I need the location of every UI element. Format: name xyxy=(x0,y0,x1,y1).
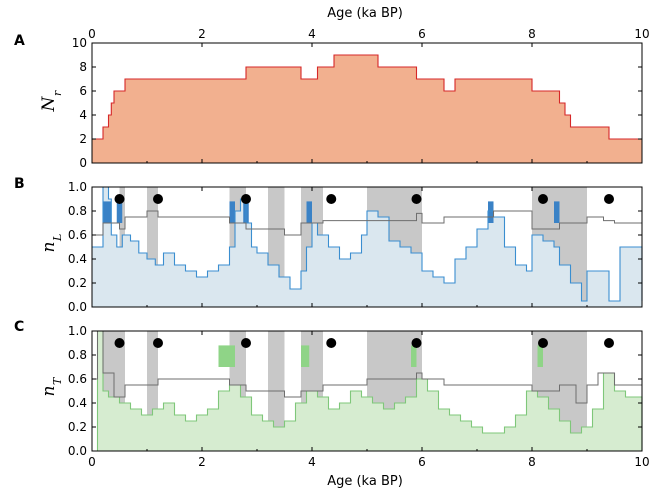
top-x-tick-label: 8 xyxy=(528,27,536,41)
highlight-block-0 xyxy=(103,201,112,223)
svg-text:T: T xyxy=(51,376,64,385)
x-tick-label: 8 xyxy=(528,455,536,469)
y-tick-label: 1.0 xyxy=(68,324,87,338)
top-x-tick-label: 10 xyxy=(634,27,649,41)
x-tick-label: 4 xyxy=(308,455,316,469)
event-dot-2 xyxy=(241,194,251,204)
event-dot-0 xyxy=(114,194,125,204)
y-tick-label: 0.4 xyxy=(68,396,87,410)
data-area xyxy=(92,55,642,163)
event-dot-3 xyxy=(326,338,337,348)
svg-text:n: n xyxy=(39,242,59,253)
svg-text:L: L xyxy=(51,234,64,242)
highlight-block-2 xyxy=(229,201,235,223)
x-tick-label: 10 xyxy=(634,455,649,469)
event-dot-4 xyxy=(411,338,422,348)
y-tick-label: 0 xyxy=(79,156,87,170)
y-tick-label: 0.6 xyxy=(68,372,87,386)
y-tick-label: 1.0 xyxy=(68,180,87,194)
panel-letter-b: B xyxy=(14,176,25,192)
y-tick-label: 0.0 xyxy=(68,300,87,314)
event-dot-6 xyxy=(604,338,614,348)
highlight-block-1 xyxy=(301,345,310,367)
event-dot-5 xyxy=(538,194,548,204)
event-dot-6 xyxy=(604,194,614,204)
event-dot-5 xyxy=(538,338,548,348)
y-axis-label-c: n T xyxy=(39,376,64,396)
y-tick-label: 4 xyxy=(79,108,87,122)
x-tick-label: 2 xyxy=(198,455,206,469)
data-line xyxy=(92,54,642,140)
highlight-block-0 xyxy=(218,345,235,367)
y-tick-label: 2 xyxy=(79,132,87,146)
y-tick-label: 8 xyxy=(79,60,87,74)
y-tick-label: 0.2 xyxy=(68,276,87,290)
top-x-tick-label: 0 xyxy=(88,27,96,41)
event-dot-3 xyxy=(326,194,337,204)
panel-b: B 0.0 0.2 0.4 0.6 0.8 1.0 n L xyxy=(14,176,643,314)
event-dot-1 xyxy=(153,338,163,348)
data-line xyxy=(92,186,643,302)
panel-c: C 0 2 4 6 8 10 0.0 0.2 0.4 0.6 0.8 1.0 n T Age (ka … xyxy=(14,319,650,489)
y-axis-label-a: N r xyxy=(39,90,64,112)
y-tick-label: 6 xyxy=(79,84,87,98)
data-line xyxy=(92,330,643,452)
x-axis-title: Age (ka BP) xyxy=(327,474,403,489)
y-tick-label: 10 xyxy=(72,36,87,50)
reference-line xyxy=(92,210,642,236)
highlight-block-2 xyxy=(411,345,417,367)
highlight-block-4 xyxy=(306,201,312,223)
y-tick-label: 0.4 xyxy=(68,252,87,266)
shaded-band-1 xyxy=(147,331,158,451)
svg-text:N: N xyxy=(39,95,59,112)
event-dot-2 xyxy=(241,338,251,348)
x-tick-label: 6 xyxy=(418,455,426,469)
reference-line xyxy=(92,330,643,404)
plot-area-c: 0 2 4 6 8 10 0.0 0.2 0.4 0.6 0.8 1.0 xyxy=(68,324,650,469)
top-x-tick-label: 6 xyxy=(418,27,426,41)
data-area xyxy=(92,331,642,451)
y-tick-label: 0.8 xyxy=(68,204,87,218)
y-tick-label: 0.0 xyxy=(68,444,87,458)
svg-text:r: r xyxy=(51,90,64,96)
event-dot-4 xyxy=(411,194,422,204)
top-x-axis-title: Age (ka BP) xyxy=(327,6,403,21)
y-tick-label: 0.8 xyxy=(68,348,87,362)
shaded-band-1 xyxy=(147,187,158,307)
panel-letter-c: C xyxy=(14,319,24,335)
panel-letter-a: A xyxy=(14,33,25,49)
highlight-block-1 xyxy=(116,201,123,223)
svg-text:n: n xyxy=(39,386,59,397)
event-dot-1 xyxy=(153,194,163,204)
plot-area-b: 0.0 0.2 0.4 0.6 0.8 1.0 xyxy=(68,180,643,314)
highlight-block-5 xyxy=(488,201,494,223)
highlight-block-3 xyxy=(537,345,543,367)
top-x-tick-label: 2 xyxy=(198,27,206,41)
top-x-tick-label: 4 xyxy=(308,27,316,41)
event-dot-0 xyxy=(114,338,125,348)
highlight-block-6 xyxy=(554,201,560,223)
y-tick-label: 0.2 xyxy=(68,420,87,434)
x-tick-label: 0 xyxy=(88,455,96,469)
y-axis-label-b: n L xyxy=(39,234,64,253)
y-tick-label: 0.6 xyxy=(68,228,87,242)
